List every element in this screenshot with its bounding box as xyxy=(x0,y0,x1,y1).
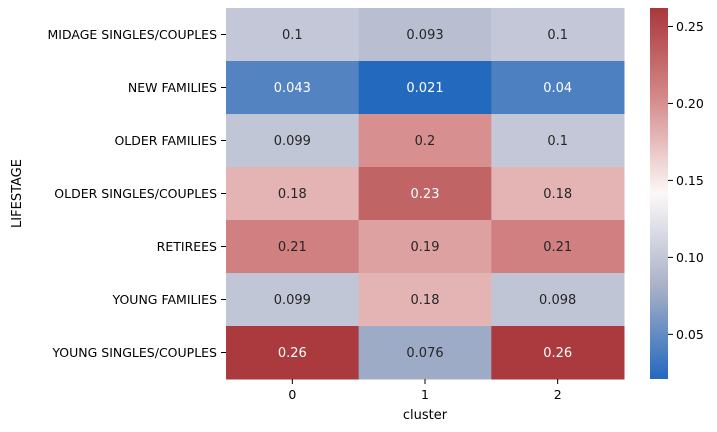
heatmap-cell xyxy=(226,220,360,274)
y-tick-label: YOUNG FAMILIES xyxy=(112,292,218,307)
y-tick-label: OLDER FAMILIES xyxy=(114,133,217,148)
heatmap-cell xyxy=(226,273,360,327)
heatmap-cell xyxy=(491,167,625,221)
cell-value-label: 0.19 xyxy=(411,240,440,255)
cell-value-label: 0.099 xyxy=(274,134,311,149)
cell-value-label: 0.2 xyxy=(415,134,436,149)
x-axis: 0 1 2 xyxy=(288,379,562,402)
y-tick-label: RETIREES xyxy=(157,239,217,254)
x-tick-label: 1 xyxy=(421,387,429,402)
colorbar-scale xyxy=(650,8,668,379)
colorbar-tick-label: 0.25 xyxy=(676,19,704,34)
heatmap-cell xyxy=(226,61,360,115)
cell-value-label: 0.093 xyxy=(406,28,443,43)
x-tick-label: 2 xyxy=(554,387,562,402)
heatmap-cell-labels: 0.1 0.093 0.1 0.043 0.021 0.04 0.099 0.2 0.1 0.18… xyxy=(274,28,577,361)
heatmap-cell xyxy=(491,114,625,168)
cell-value-label: 0.1 xyxy=(547,28,568,43)
y-tick-label: OLDER SINGLES/COUPLES xyxy=(54,186,217,201)
cell-value-label: 0.04 xyxy=(543,81,572,96)
cell-value-label: 0.1 xyxy=(547,134,568,149)
cell-value-label: 0.21 xyxy=(543,240,572,255)
cell-value-label: 0.099 xyxy=(274,293,311,308)
heatmap-cell xyxy=(358,114,492,168)
heatmap-cell xyxy=(226,326,360,380)
cell-value-label: 0.021 xyxy=(406,81,443,96)
cell-value-label: 0.26 xyxy=(278,346,307,361)
colorbar-tick-label: 0.10 xyxy=(676,250,704,265)
cell-value-label: 0.18 xyxy=(411,293,440,308)
cell-value-label: 0.098 xyxy=(539,293,576,308)
heatmap-cell xyxy=(226,114,360,168)
colorbar-tick-label: 0.05 xyxy=(676,327,704,342)
heatmap-cell xyxy=(491,220,625,274)
heatmap-cell xyxy=(491,273,625,327)
cell-value-label: 0.1 xyxy=(282,28,303,43)
heatmap-cell xyxy=(358,8,492,62)
cell-value-label: 0.18 xyxy=(278,187,307,202)
colorbar-tick-label: 0.15 xyxy=(676,173,704,188)
y-tick-label: MIDAGE SINGLES/COUPLES xyxy=(48,27,218,42)
cell-value-label: 0.26 xyxy=(543,346,572,361)
cell-value-label: 0.23 xyxy=(411,187,440,202)
cell-value-label: 0.076 xyxy=(406,346,443,361)
y-axis: MIDAGE SINGLES/COUPLES NEW FAMILIES OLDER … xyxy=(48,27,226,360)
heatmap-cells xyxy=(226,8,625,380)
heatmap-cell xyxy=(358,61,492,115)
colorbar-tick-label: 0.20 xyxy=(676,96,704,111)
x-tick-label: 0 xyxy=(288,387,296,402)
heatmap-cell xyxy=(358,273,492,327)
heatmap-cell xyxy=(226,167,360,221)
cell-value-label: 0.21 xyxy=(278,240,307,255)
heatmap-cell xyxy=(226,8,360,62)
colorbar: 0.05 0.10 0.15 0.20 0.25 xyxy=(650,8,704,379)
y-axis-label: LIFESTAGE xyxy=(10,159,25,228)
heatmap-cell xyxy=(358,220,492,274)
heatmap-cell xyxy=(358,326,492,380)
x-axis-label: cluster xyxy=(403,408,448,423)
cell-value-label: 0.18 xyxy=(543,187,572,202)
heatmap-cell xyxy=(491,61,625,115)
y-tick-label: YOUNG SINGLES/COUPLES xyxy=(51,345,217,360)
heatmap-cell xyxy=(358,167,492,221)
y-tick-label: NEW FAMILIES xyxy=(128,80,217,95)
cell-value-label: 0.043 xyxy=(274,81,311,96)
heatmap-cell xyxy=(491,8,625,62)
heatmap-cell xyxy=(491,326,625,380)
